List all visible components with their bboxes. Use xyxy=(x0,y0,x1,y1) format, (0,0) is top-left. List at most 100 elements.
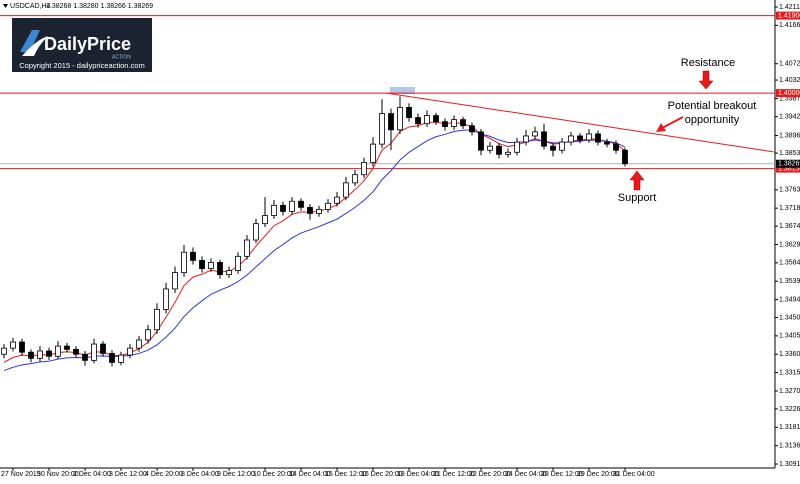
moving-average xyxy=(3,121,626,363)
candle-body xyxy=(91,343,97,361)
candle-body xyxy=(154,308,160,331)
level-box xyxy=(776,89,800,98)
y-tick-label: 1.36740 xyxy=(779,223,800,230)
x-tick-label: 10 Dec 20:00 xyxy=(253,471,295,478)
y-tick-label: 1.39420 xyxy=(779,114,800,121)
candle-body xyxy=(424,115,430,125)
logo-mark xyxy=(20,30,40,52)
annotation: opportunity xyxy=(685,114,740,126)
y-tick-label: 1.33600 xyxy=(779,351,800,358)
candle-body xyxy=(109,353,115,363)
candle-body xyxy=(613,143,619,151)
candle-body xyxy=(262,215,268,225)
candle-body xyxy=(334,196,340,204)
y-tick-label: 1.36290 xyxy=(779,241,800,248)
candle-body xyxy=(361,162,367,176)
candle-body xyxy=(352,174,358,184)
annotation: Resistance xyxy=(681,57,735,69)
x-tick-label: 15 Dec 12:00 xyxy=(325,471,367,478)
candle-body xyxy=(199,259,205,269)
candle-body xyxy=(541,131,547,147)
x-tick-label: 24 Dec 04:00 xyxy=(505,471,547,478)
candle-body xyxy=(325,202,331,210)
level-label: 1.38150 xyxy=(778,165,800,172)
logo-brand: DailyPrice xyxy=(44,34,131,54)
x-tick-label: 29 Dec 20:00 xyxy=(577,471,619,478)
candle-body xyxy=(496,145,502,155)
candle-body xyxy=(145,329,151,341)
candle-body xyxy=(127,347,133,356)
x-tick-label: 4 Dec 20:00 xyxy=(145,471,183,478)
candle-body xyxy=(253,223,259,241)
candle-body xyxy=(226,270,232,276)
candle-body xyxy=(118,354,124,363)
candle-body xyxy=(307,206,313,214)
candle-body xyxy=(190,251,196,261)
candle-body xyxy=(73,348,79,355)
arrow xyxy=(656,123,666,132)
candle-body xyxy=(559,141,565,151)
candle-body xyxy=(388,113,394,131)
x-tick-label: 31 Dec 04:00 xyxy=(613,471,655,478)
annotation: Potential breakout xyxy=(668,100,757,112)
candle-body xyxy=(442,121,448,127)
y-tick-label: 1.32260 xyxy=(779,406,800,413)
logo-tag: ACTION xyxy=(112,54,131,60)
x-tick-label: 21 Dec 12:00 xyxy=(433,471,475,478)
candle-body xyxy=(181,251,187,274)
y-tick-label: 1.31810 xyxy=(779,424,800,431)
x-tick-label: 27 Nov 2015 xyxy=(1,471,41,478)
candle-body xyxy=(172,272,178,290)
candle-body xyxy=(604,141,610,145)
annotation: Support xyxy=(618,192,657,204)
y-tick-label: 1.35840 xyxy=(779,260,800,267)
candle-body xyxy=(487,145,493,151)
x-tick-label: 14 Dec 04:00 xyxy=(289,471,331,478)
y-tick-label: 1.30910 xyxy=(779,461,800,468)
x-tick-label: 9 Dec 12:00 xyxy=(217,471,255,478)
candle-body xyxy=(451,119,457,127)
candle-body xyxy=(577,135,583,141)
y-tick-label: 1.38960 xyxy=(779,132,800,139)
candle-body xyxy=(379,113,385,145)
y-tick-label: 1.39870 xyxy=(779,95,800,102)
y-tick-label: 1.34940 xyxy=(779,296,800,303)
y-tick-label: 1.37180 xyxy=(779,205,800,212)
candle-body xyxy=(208,262,214,269)
highlight xyxy=(390,87,415,94)
x-tick-label: 8 Dec 04:00 xyxy=(181,471,219,478)
candle-body xyxy=(586,133,592,141)
moving-average xyxy=(3,129,626,372)
y-tick-label: 1.34500 xyxy=(779,314,800,321)
x-tick-label: 22 Dec 20:00 xyxy=(469,471,511,478)
candle-body xyxy=(1,347,7,355)
level-label: 1.41900 xyxy=(778,12,800,19)
candle-body xyxy=(523,135,529,143)
candle-body xyxy=(244,239,250,257)
y-tick-label: 1.38530 xyxy=(779,150,800,157)
candle-body xyxy=(469,125,475,133)
current-price-label: 1.38269 xyxy=(778,161,800,168)
candle-body xyxy=(370,143,376,163)
candle-body xyxy=(433,115,439,123)
candle-body xyxy=(46,350,52,357)
level-box xyxy=(776,164,800,173)
candle-body xyxy=(478,131,484,151)
candle-body xyxy=(37,350,43,359)
candle-body xyxy=(235,255,241,271)
y-tick-label: 1.32700 xyxy=(779,388,800,395)
candle-body xyxy=(10,341,16,349)
y-tick-label: 1.33150 xyxy=(779,369,800,376)
arrow xyxy=(698,70,714,90)
y-tick-label: 1.37630 xyxy=(779,187,800,194)
candle-body xyxy=(415,117,421,125)
candle-body xyxy=(406,106,412,118)
level-box xyxy=(776,11,800,20)
trendline xyxy=(386,92,774,153)
candle-body xyxy=(28,351,34,359)
x-tick-label: 3 Dec 12:00 xyxy=(109,471,147,478)
candle-body xyxy=(397,106,403,131)
symbol: USDCAD,H4 xyxy=(10,3,51,10)
y-tick-label: 1.42110 xyxy=(779,4,800,11)
